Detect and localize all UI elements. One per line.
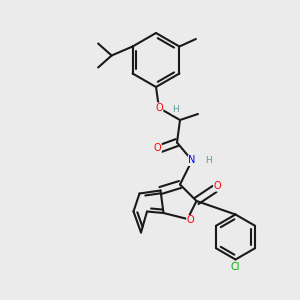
Text: O: O (155, 103, 163, 113)
Text: N: N (188, 155, 196, 166)
Text: O: O (154, 143, 161, 154)
Text: H: H (205, 156, 212, 165)
Text: O: O (187, 215, 194, 226)
Text: Cl: Cl (231, 262, 240, 272)
Text: H: H (172, 105, 179, 114)
Text: O: O (214, 181, 221, 191)
